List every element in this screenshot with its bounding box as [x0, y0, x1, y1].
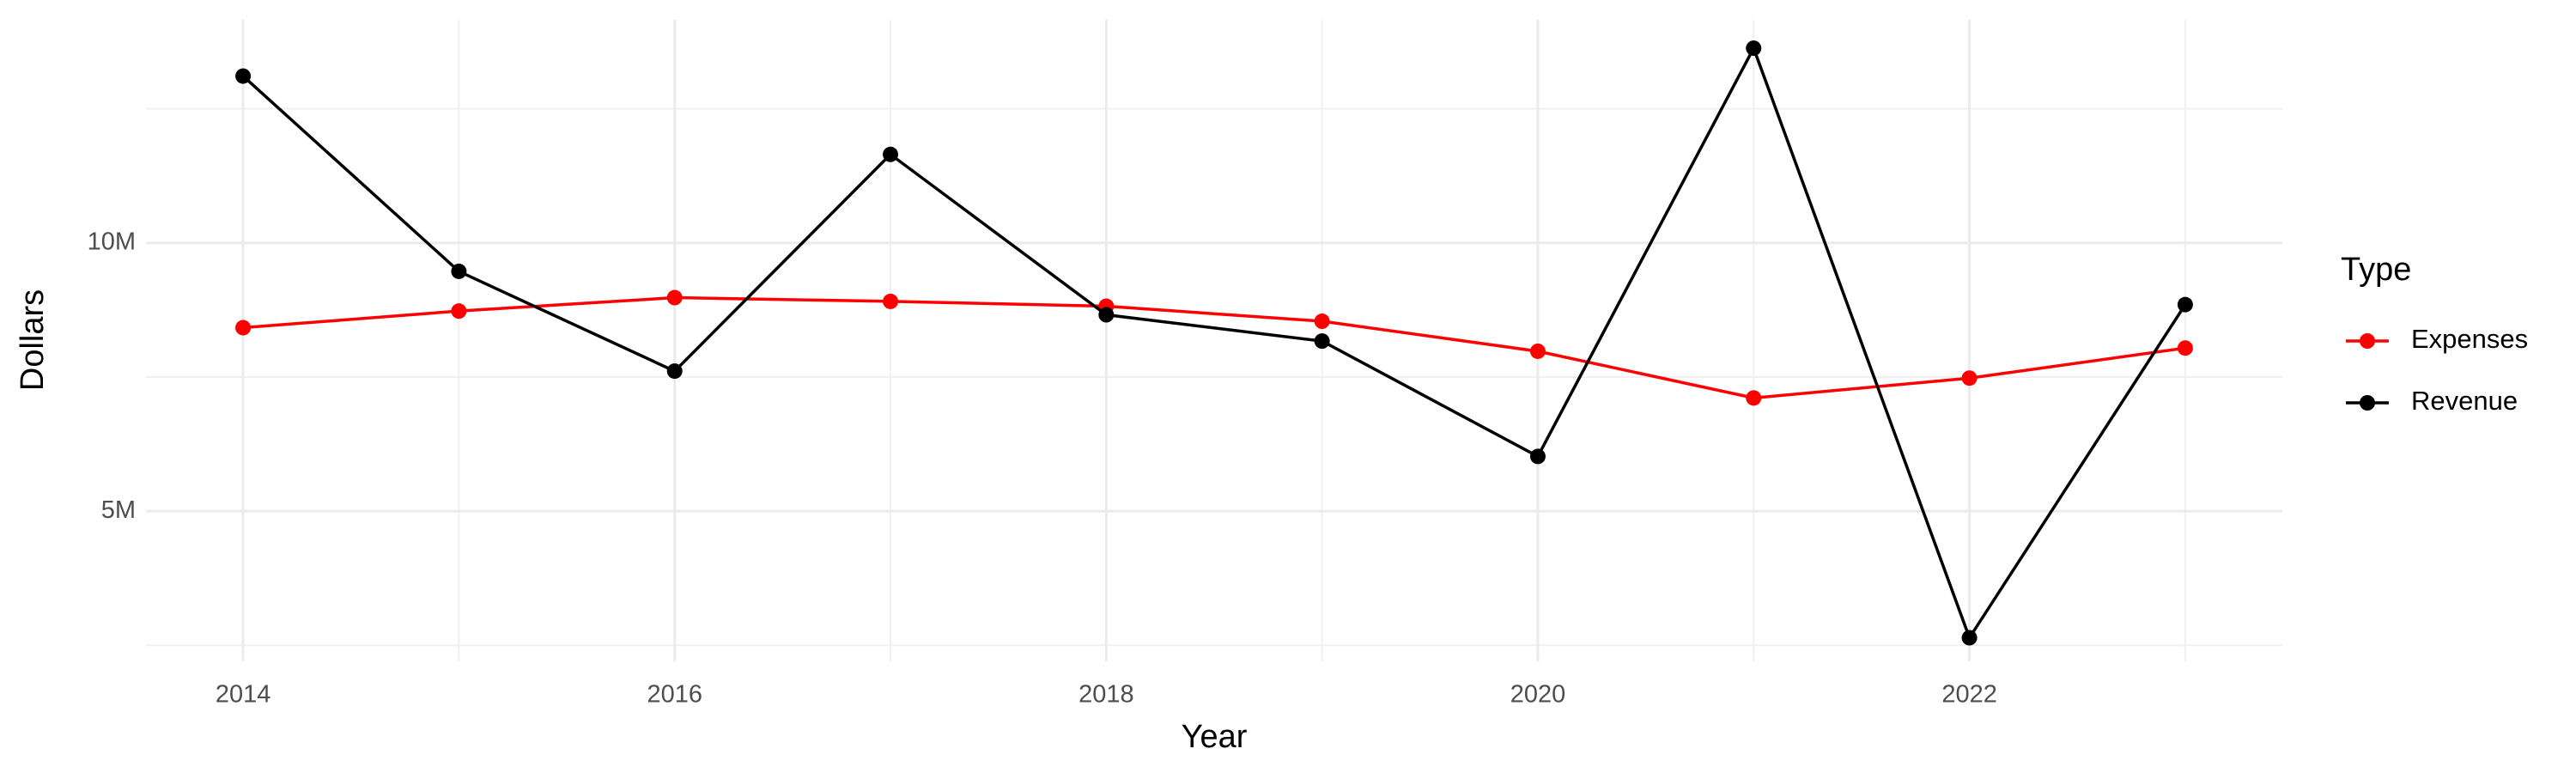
point [1314, 333, 1330, 350]
y-axis-title: Dollars [15, 289, 51, 391]
point [235, 320, 252, 336]
point [451, 303, 467, 320]
point [1098, 307, 1115, 323]
point [1746, 40, 1762, 57]
point [2177, 340, 2193, 356]
point [1961, 630, 1978, 646]
legend-label: Revenue [2411, 386, 2518, 416]
x-tick-label: 2020 [1510, 681, 1566, 709]
x-tick-label: 2018 [1078, 681, 1134, 709]
legend-title: Type [2341, 252, 2411, 288]
point [1746, 390, 1762, 406]
series-line [242, 295, 2186, 400]
point [451, 263, 467, 279]
point [666, 363, 683, 380]
point [2177, 296, 2193, 313]
x-tick-label: 2016 [647, 681, 702, 709]
legend-point [2360, 395, 2375, 411]
point [1314, 313, 1330, 330]
point [883, 293, 899, 309]
point [1961, 370, 1978, 386]
x-tick-label: 2014 [216, 681, 271, 709]
point [883, 146, 899, 162]
point [1529, 448, 1546, 465]
legend-point [2360, 333, 2375, 349]
y-tick-label: 10M [88, 228, 136, 255]
point [666, 289, 683, 306]
x-tick-label: 2022 [1941, 681, 1997, 709]
y-tick-label: 5M [101, 496, 136, 524]
series-line [241, 44, 2187, 642]
point [235, 68, 252, 84]
point [1529, 343, 1546, 359]
x-axis-title: Year [1182, 719, 1248, 755]
legend-label: Expenses [2411, 324, 2528, 354]
